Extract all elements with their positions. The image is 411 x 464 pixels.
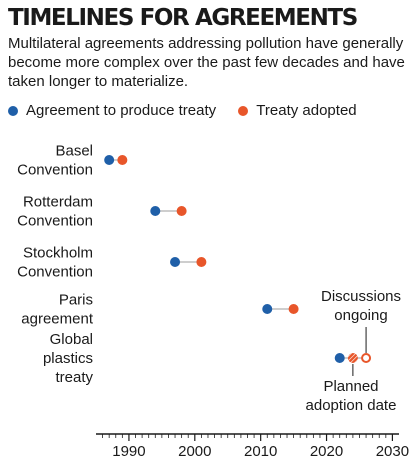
- end-point-2: [196, 257, 207, 267]
- ongoing-point-4: [361, 353, 372, 363]
- planned-point-4: [347, 353, 358, 363]
- legend-label-adopted: Treaty adopted: [256, 102, 357, 119]
- start-point-0: [104, 155, 115, 165]
- start-point-4: [334, 353, 345, 363]
- legend-dot-orange: [238, 106, 249, 116]
- legend: Agreement to produce treaty Treaty adopt…: [8, 101, 375, 122]
- x-tick-label-2020: 2020: [310, 443, 343, 460]
- x-tick-label-2010: 2010: [244, 443, 277, 460]
- category-label-0-0: Basel: [55, 143, 93, 160]
- end-point-3: [288, 304, 299, 314]
- x-tick-label-2000: 2000: [178, 443, 211, 460]
- category-label-4-1: plastics: [43, 350, 93, 367]
- legend-dot-blue: [8, 106, 18, 116]
- category-label-2-1: Convention: [17, 264, 93, 281]
- category-label-4-0: Global: [50, 331, 93, 348]
- chart-subtitle: Multilateral agreements addressing pollu…: [8, 35, 405, 90]
- category-label-3-0: Paris: [59, 292, 93, 309]
- end-point-1: [176, 206, 187, 216]
- legend-item-agreement: Agreement to produce treaty: [8, 101, 216, 121]
- start-point-1: [150, 206, 161, 216]
- category-label-3-1: agreement: [21, 311, 94, 328]
- category-label-2-0: Stockholm: [23, 245, 93, 262]
- legend-item-adopted: Treaty adopted: [238, 101, 357, 121]
- annotation-text-1-1: adoption date: [306, 397, 397, 414]
- category-label-0-1: Convention: [17, 162, 93, 179]
- legend-label-agreement: Agreement to produce treaty: [26, 102, 217, 119]
- category-label-1-1: Convention: [17, 213, 93, 230]
- chart-title: TIMELINES FOR AGREEMENTS: [8, 5, 358, 31]
- annotation-text-0-0: Discussions: [321, 288, 401, 305]
- category-label-1-0: Rotterdam: [23, 194, 93, 211]
- start-point-3: [262, 304, 273, 314]
- start-point-2: [170, 257, 181, 267]
- x-tick-label-2030: 2030: [376, 443, 409, 460]
- annotation-text-1-0: Planned: [323, 378, 378, 395]
- category-label-4-2: treaty: [55, 369, 93, 386]
- x-tick-label-1990: 1990: [112, 443, 145, 460]
- annotation-text-0-1: ongoing: [334, 307, 387, 324]
- end-point-0: [117, 155, 128, 165]
